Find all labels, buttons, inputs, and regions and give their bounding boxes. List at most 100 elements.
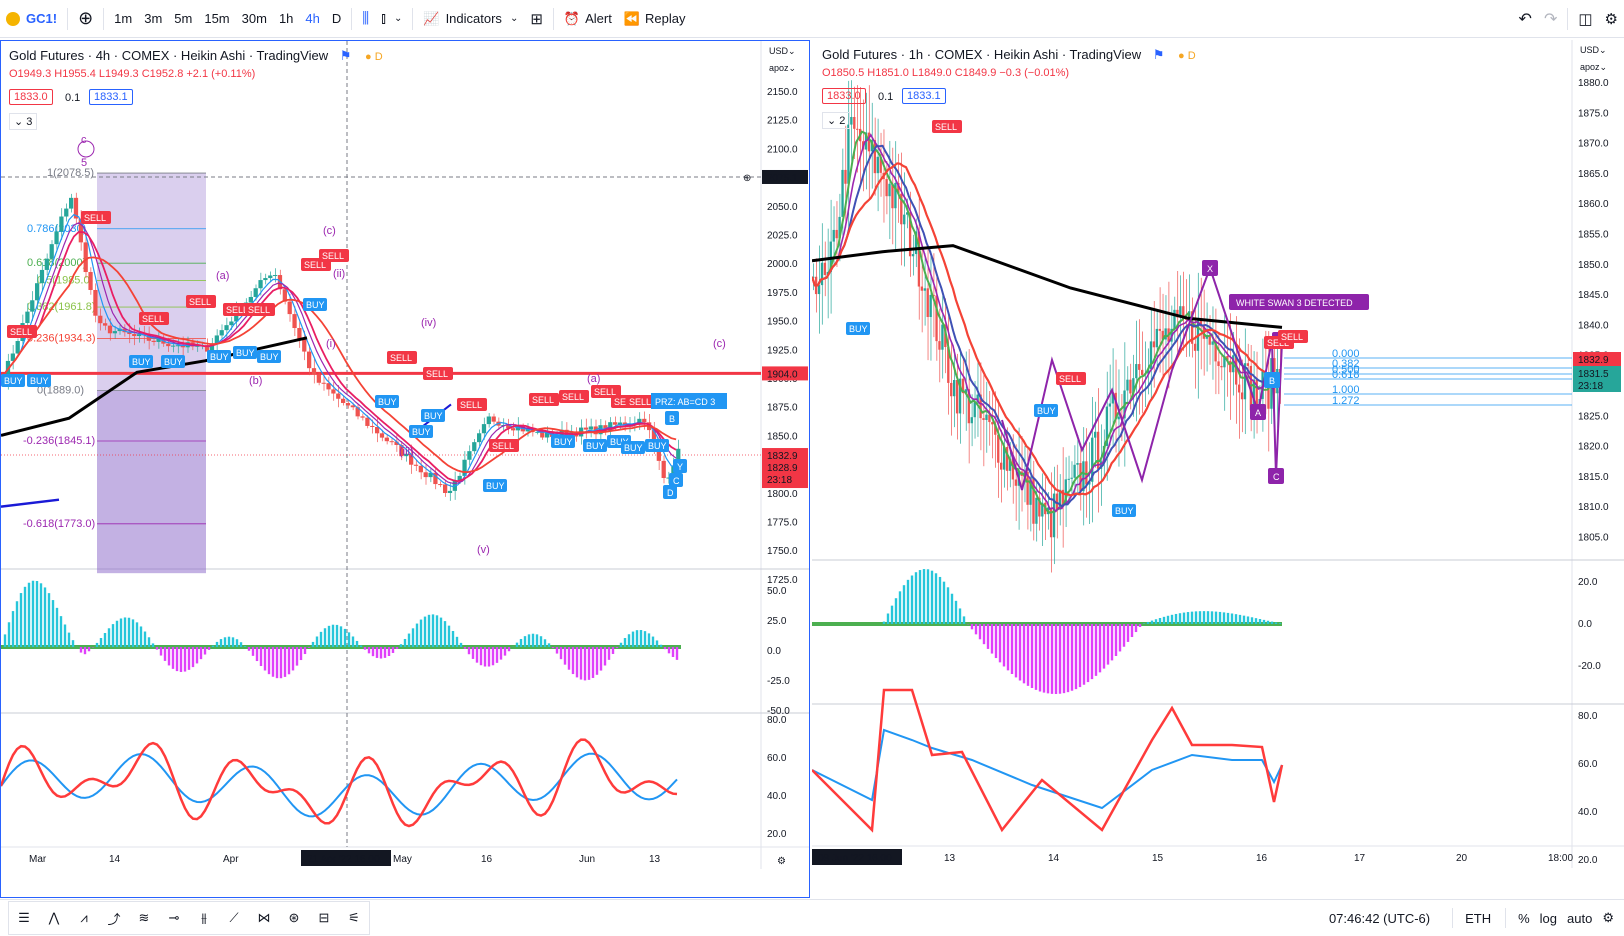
right-currency[interactable]: USD⌄ xyxy=(1580,45,1607,55)
candle-body xyxy=(958,378,962,414)
candle-body xyxy=(224,325,229,331)
left-buy-price[interactable]: 1833.1 xyxy=(89,89,133,105)
right-chart-pane[interactable]: 1880.0 1875.0 1870.0 1865.0 1860.0 1855.0 1850… xyxy=(812,40,1624,898)
countdown-label: 23:18 xyxy=(767,475,792,486)
drawing-tool-filter[interactable]: ⚟ xyxy=(339,903,369,933)
rsi-line-red xyxy=(1,738,678,828)
pattern-point-label: B xyxy=(669,414,675,424)
right-scale-mode[interactable]: apoz⌄ xyxy=(1580,62,1608,72)
price-tick-label: 1805.0 xyxy=(1578,533,1609,544)
session-toggle[interactable]: ETH xyxy=(1465,910,1492,926)
layout-split-button[interactable]: ◫ xyxy=(1572,0,1598,38)
right-chart-canvas[interactable]: 1880.0 1875.0 1870.0 1865.0 1860.0 1855.0 1850… xyxy=(812,40,1624,898)
candle-body xyxy=(1173,309,1176,329)
compare-symbol-button[interactable]: ⊕ xyxy=(72,0,99,38)
clock-readout[interactable]: 07:46:42 (UTC-6) xyxy=(1328,910,1431,926)
rsi-line-red xyxy=(812,688,1284,833)
gear-icon[interactable]: ⚙ xyxy=(1602,910,1614,925)
candle-body xyxy=(867,132,871,152)
buy-signal-tag: BUY xyxy=(424,411,443,421)
candle-body xyxy=(506,425,511,429)
candle-body xyxy=(656,445,661,461)
bars-icon: ⫾ xyxy=(381,10,386,27)
prz-label: PRZ: AB=CD 3 xyxy=(655,397,715,407)
log-scale-toggle[interactable]: log xyxy=(1539,910,1558,926)
drawing-tool-lines[interactable]: ☰ xyxy=(9,903,39,933)
buy-signal-tag-bg xyxy=(551,435,575,448)
fib-level-label: 0.000 xyxy=(1332,348,1360,360)
chevron-down-icon: ⌄ xyxy=(14,116,24,128)
price-tick-label: 1860.0 xyxy=(1578,199,1609,210)
candle-body xyxy=(932,294,935,296)
candle-body xyxy=(1220,366,1223,368)
layouts-button[interactable]: ⊞ xyxy=(524,0,549,38)
left-currency[interactable]: USD⌄ xyxy=(769,46,796,56)
timeframe-15m[interactable]: 15m xyxy=(204,11,230,26)
drawing-tool-abc[interactable]: ⋀ xyxy=(39,903,69,933)
left-indicator-toggle[interactable]: ⌄ 3 xyxy=(9,113,38,130)
redo-button[interactable]: ↷ xyxy=(1538,0,1563,38)
left-chart-canvas[interactable]: 2150.02125.02100.02075.02050.02025.02000… xyxy=(1,41,811,899)
left-chart-pane[interactable]: 2150.02125.02100.02075.02050.02025.02000… xyxy=(0,40,810,898)
drawing-tool-path[interactable]: ⤴ xyxy=(99,903,129,933)
last-price-bg xyxy=(762,448,808,489)
candle-body xyxy=(1158,328,1161,331)
right-chart-legend[interactable]: Gold Futures · 1h · COMEX · Heikin Ashi … xyxy=(822,47,1196,63)
symbol-button[interactable]: GC1! xyxy=(0,0,63,38)
sell-signal-tag-bg xyxy=(932,120,962,133)
macd-tick-label: 50.0 xyxy=(767,586,787,597)
candle-body xyxy=(838,216,841,239)
candle-body xyxy=(994,424,997,435)
timeframe-30m[interactable]: 30m xyxy=(241,11,267,26)
settings-button[interactable]: ⚙ xyxy=(1599,0,1624,38)
drawing-tool-elliott[interactable]: ⩘ xyxy=(69,903,99,933)
elliott-wave-icon: ⩘ xyxy=(80,910,88,925)
drawing-tool-fib[interactable]: ⫵ xyxy=(189,903,219,933)
undo-button[interactable]: ↶ xyxy=(1513,0,1538,38)
drawing-tool-forecast[interactable]: ⊟ xyxy=(309,903,339,933)
buy-signal-tag: BUY xyxy=(164,357,183,367)
drawing-tool-hline[interactable]: ⊸ xyxy=(159,903,189,933)
symbol-label: GC1! xyxy=(26,11,58,26)
right-sell-price[interactable]: 1833.0 xyxy=(822,88,866,104)
alert-button[interactable]: ⏰ Alert xyxy=(558,0,618,38)
elliott-wave-label: (v) xyxy=(477,544,490,556)
horizontal-line-icon: ⊸ xyxy=(168,910,180,925)
left-sell-price[interactable]: 1833.0 xyxy=(9,89,53,105)
replay-button[interactable]: ⏪ Replay xyxy=(618,0,692,38)
buy-signal-tag: BUY xyxy=(236,348,255,358)
drawing-tool-cycle[interactable]: ⊛ xyxy=(279,903,309,933)
drawing-tool-pattern[interactable]: ⋈ xyxy=(249,903,279,933)
indicators-button[interactable]: 📈 Indicators ⌄ xyxy=(417,0,524,38)
candle-body xyxy=(156,338,161,342)
timeframe-3m[interactable]: 3m xyxy=(144,11,163,26)
drawing-tool-channel[interactable]: ≋ xyxy=(129,903,159,933)
candle-body xyxy=(950,382,953,397)
candle-type-button[interactable]: ⫼ xyxy=(356,0,375,38)
right-buy-price[interactable]: 1833.1 xyxy=(902,88,946,104)
buy-signal-tag-bg xyxy=(621,441,645,454)
chart-style-button[interactable]: ⫾ ⌄ xyxy=(375,0,408,38)
candle-body xyxy=(947,347,950,383)
candle-body xyxy=(137,334,142,337)
elliott-wave-label: (ii) xyxy=(333,268,345,280)
timeframe-4h[interactable]: 4h xyxy=(305,11,320,26)
candle-body xyxy=(642,418,647,423)
timeframe-1m[interactable]: 1m xyxy=(114,11,133,26)
timeframe-D[interactable]: D xyxy=(331,11,342,26)
timeframe-5m[interactable]: 5m xyxy=(174,11,193,26)
auto-scale-toggle[interactable]: auto xyxy=(1567,910,1593,926)
right-indicator-toggle[interactable]: ⌄ 2 xyxy=(822,112,851,129)
candle-body xyxy=(35,283,40,301)
candle-body xyxy=(903,214,906,225)
candle-body xyxy=(982,418,985,420)
percent-scale-toggle[interactable]: % xyxy=(1518,910,1530,926)
candle-body xyxy=(1155,328,1159,348)
rsi-tick-label: 20.0 xyxy=(1578,855,1598,866)
timeframe-1h[interactable]: 1h xyxy=(278,11,294,26)
fib-level-label: 0(1889.0) xyxy=(37,385,84,397)
drawing-tool-trendline[interactable]: ⟋ xyxy=(219,903,249,933)
price-tick-label: 2150.0 xyxy=(767,87,798,98)
left-chart-legend[interactable]: Gold Futures · 4h · COMEX · Heikin Ashi … xyxy=(9,48,383,64)
left-scale-mode[interactable]: apoz⌄ xyxy=(769,63,797,73)
